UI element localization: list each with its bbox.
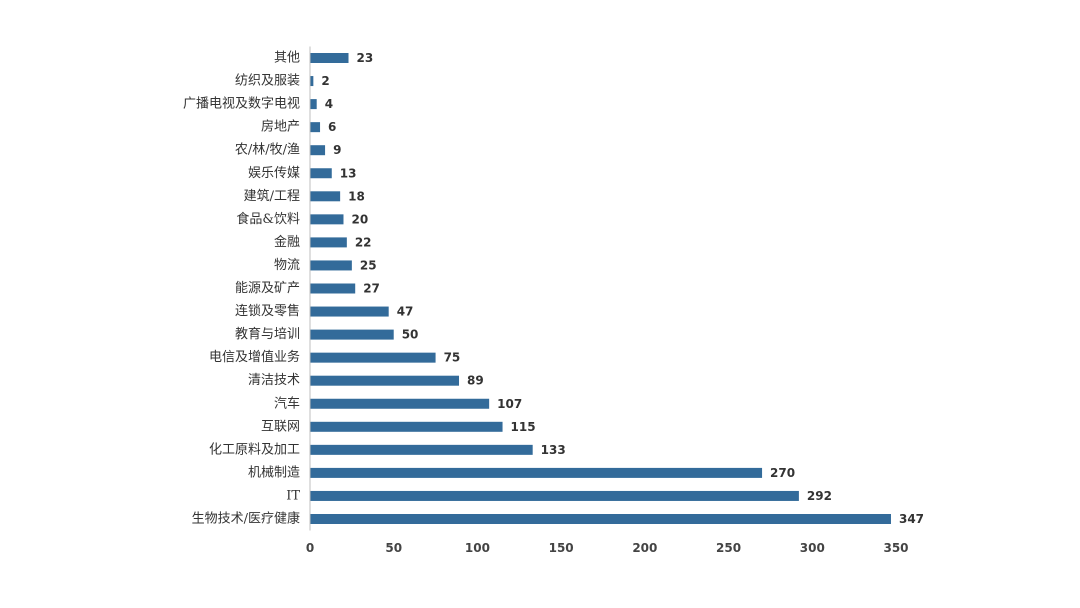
bar-20 [310, 514, 891, 524]
x-tick-label-6: 300 [800, 541, 825, 555]
x-tick-label-4: 200 [632, 541, 657, 555]
value-label-13: 75 [444, 351, 461, 365]
category-label-11: 连锁及零售 [235, 303, 300, 319]
value-label-3: 6 [328, 120, 336, 134]
x-tick-label-1: 50 [385, 541, 402, 555]
category-label-13: 电信及增值业务 [209, 349, 300, 365]
x-tick-label-3: 150 [549, 541, 574, 555]
bar-7 [310, 214, 344, 225]
category-label-6: 建筑/工程 [244, 188, 300, 204]
bar-17 [310, 444, 533, 455]
bar-5 [310, 168, 332, 179]
bar-13 [310, 352, 436, 363]
bar-14 [310, 375, 460, 386]
bar-11 [310, 306, 389, 317]
x-tick-label-2: 100 [465, 541, 490, 555]
value-label-20: 347 [899, 512, 924, 526]
category-label-2: 广播电视及数字电视 [183, 97, 300, 112]
value-label-1: 2 [321, 74, 329, 88]
category-label-10: 能源及矿产 [235, 281, 300, 296]
value-labels-group: 23 2 4 6 9 13 18 20 22 25 27 47 50 75 89 107 115 133 270 29… [321, 51, 924, 526]
bar-9 [310, 260, 352, 271]
value-label-14: 89 [467, 374, 484, 388]
category-label-19: IT [286, 488, 300, 503]
category-label-0: 其他 [274, 51, 300, 66]
value-label-17: 133 [541, 443, 566, 457]
x-tick-label-0: 0 [306, 541, 314, 555]
value-label-18: 270 [770, 466, 795, 480]
bar-2 [310, 99, 317, 110]
category-label-12: 教育与培训 [235, 326, 300, 342]
value-label-0: 23 [357, 51, 374, 65]
bar-16 [310, 421, 503, 432]
value-label-8: 22 [355, 235, 372, 249]
bar-18 [310, 467, 763, 478]
value-label-6: 18 [348, 189, 365, 203]
bar-3 [310, 122, 321, 133]
value-label-16: 115 [511, 420, 536, 434]
category-label-18: 机械制造 [248, 465, 300, 480]
value-label-9: 25 [360, 258, 377, 272]
bar-12 [310, 329, 394, 340]
bar-10 [310, 283, 356, 294]
category-label-8: 金融 [274, 234, 300, 250]
category-label-16: 互联网 [261, 419, 300, 434]
x-tick-label-7: 350 [883, 541, 908, 555]
value-label-19: 292 [807, 489, 832, 503]
value-label-15: 107 [497, 397, 522, 411]
bar-0 [310, 53, 349, 63]
category-label-20: 生物技术/医疗健康 [192, 511, 300, 527]
value-label-2: 4 [325, 97, 333, 111]
category-label-9: 物流 [274, 258, 300, 273]
value-label-7: 20 [351, 212, 368, 226]
category-labels-group: 其他纺织及服装广播电视及数字电视房地产农/林/牧/渔娱乐传媒建筑/工程食品&饮料… [183, 51, 300, 527]
category-label-1: 纺织及服装 [235, 74, 300, 89]
category-label-3: 房地产 [261, 119, 300, 135]
bar-8 [310, 237, 347, 248]
category-label-15: 汽车 [274, 395, 300, 411]
bar-1 [310, 76, 314, 87]
category-label-5: 娱乐传媒 [248, 166, 300, 181]
category-label-7: 食品&饮料 [236, 211, 300, 227]
bar-15 [310, 398, 490, 409]
x-tick-labels-group: 0 50 100 150 200 250 300 350 [306, 541, 909, 555]
value-label-5: 13 [340, 166, 357, 180]
bar-4 [310, 145, 326, 156]
x-tick-label-5: 250 [716, 541, 741, 555]
bars-group [310, 53, 891, 524]
value-label-4: 9 [333, 143, 341, 157]
bar-6 [310, 191, 341, 202]
category-label-4: 农/林/牧/渔 [235, 143, 300, 158]
category-label-17: 化工原料及加工 [209, 442, 300, 457]
value-label-12: 50 [402, 328, 419, 342]
value-label-10: 27 [363, 282, 380, 296]
value-label-11: 47 [397, 305, 414, 319]
bar-19 [310, 490, 799, 501]
category-label-14: 清洁技术 [248, 373, 300, 388]
